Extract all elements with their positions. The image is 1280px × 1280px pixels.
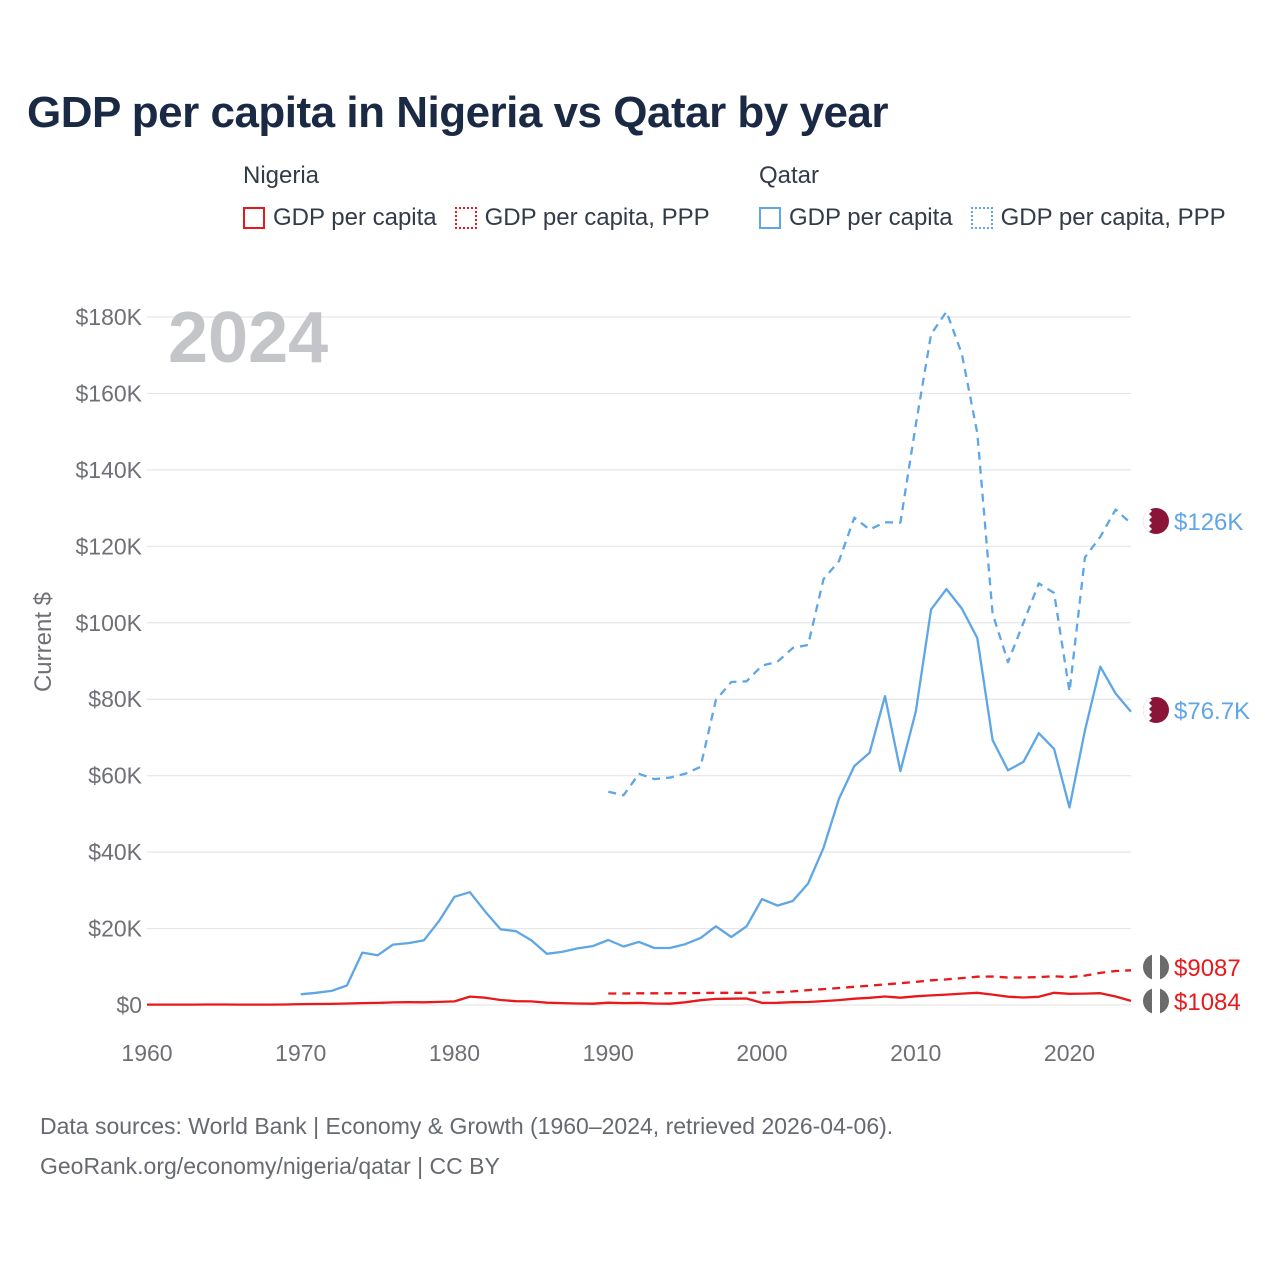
year-watermark: 2024 [168,298,328,378]
series-line-nigeria-gdp-per-capita-ppp[interactable] [608,969,1132,995]
end-value-label: $9087 [1174,955,1241,982]
qatar-flag-icon [1143,697,1169,723]
source-line-2[interactable]: GeoRank.org/economy/nigeria/qatar | CC B… [40,1153,500,1179]
end-value-label: $1084 [1174,989,1241,1016]
end-value-label: $76.7K [1174,698,1250,725]
legend-swatch-dotted-red [454,207,477,229]
series-line-qatar-gdp-per-capita[interactable] [300,587,1132,996]
nigeria-flag-icon [1143,988,1169,1014]
source-note: Data sources: World Bank | Economy & Gro… [40,1106,893,1186]
legend-title-qatar: Qatar [759,162,820,189]
series-line-nigeria-gdp-per-capita[interactable] [147,991,1132,1006]
chart-title: GDP per capita in Nigeria vs Qatar by ye… [27,88,889,137]
legend-swatch-dotted-blue [970,207,993,229]
y-tick-label: $80K [88,686,142,712]
y-tick-label: $100K [75,610,142,636]
legend-label: GDP per capita [789,204,953,231]
y-tick-label: $20K [88,916,142,942]
legend-swatch-solid-red [243,207,265,229]
source-line-1: Data sources: World Bank | Economy & Gro… [40,1113,894,1139]
legend-item-nigeria-gdp[interactable]: GDP per capita [243,204,437,232]
end-value-label: $126K [1174,509,1243,536]
x-tick-label: 1980 [429,1040,480,1066]
y-tick-label: $0 [116,992,142,1018]
legend-swatch-solid-blue [759,207,781,229]
legend-group-nigeria: Nigeria GDP per capita GDP per capita, P… [243,162,710,232]
nigeria-flag-icon [1143,954,1169,980]
legend-group-qatar: Qatar GDP per capita GDP per capita, PPP [759,162,1226,232]
legend-item-nigeria-gdp-ppp[interactable]: GDP per capita, PPP [454,204,710,232]
y-tick-label: $60K [88,763,142,789]
x-tick-label: 2010 [890,1040,941,1066]
legend-label: GDP per capita, PPP [1000,204,1226,231]
x-tick-label: 2000 [736,1040,787,1066]
legend-item-qatar-gdp-ppp[interactable]: GDP per capita, PPP [970,204,1226,232]
legend-title-nigeria: Nigeria [243,162,320,189]
x-tick-label: 1990 [583,1040,634,1066]
legend-item-qatar-gdp[interactable]: GDP per capita [759,204,953,232]
y-axis-label: Current $ [30,592,57,692]
legend-label: GDP per capita, PPP [484,204,710,231]
y-tick-label: $160K [75,380,142,406]
legend-label: GDP per capita [273,204,437,231]
x-tick-label: 2020 [1044,1040,1095,1066]
y-tick-label: $140K [75,457,142,483]
x-tick-label: 1970 [275,1040,326,1066]
series-line-qatar-gdp-per-capita-ppp[interactable] [608,310,1132,797]
y-tick-label: $180K [75,304,142,330]
y-tick-label: $120K [75,533,142,559]
y-tick-label: $40K [88,839,142,865]
x-tick-label: 1960 [121,1040,172,1066]
qatar-flag-icon [1143,508,1169,534]
